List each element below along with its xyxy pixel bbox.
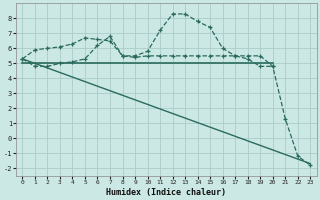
X-axis label: Humidex (Indice chaleur): Humidex (Indice chaleur) — [106, 188, 226, 197]
